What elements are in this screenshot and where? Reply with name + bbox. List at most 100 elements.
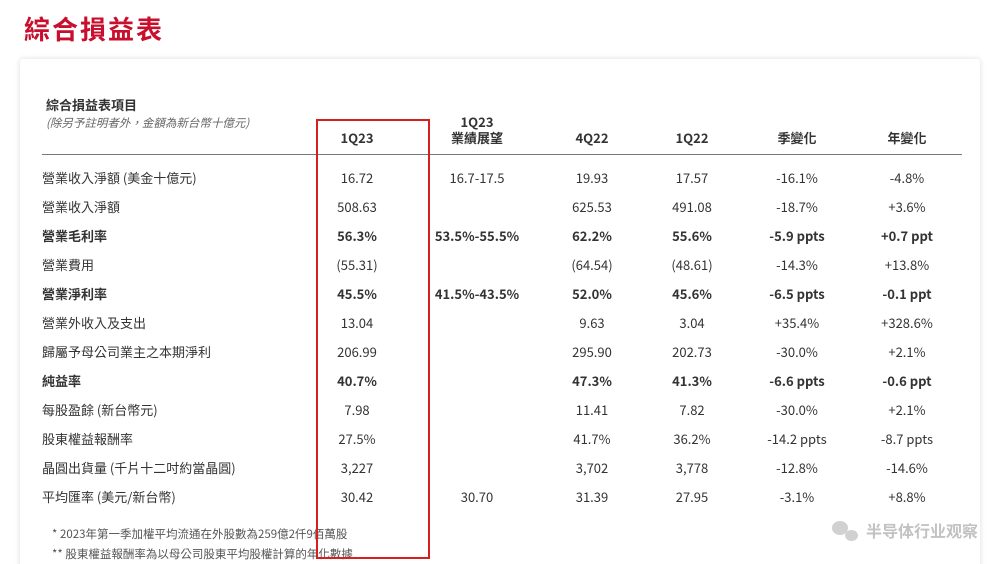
table-row: 營業淨利率45.5%41.5%-43.5%52.0%45.6%-6.5 ppts… — [42, 279, 962, 308]
table-row: 晶圓出貨量 (千片十二吋約當晶圓)3,227 3,7023,778-12.8%-1… — [42, 453, 962, 482]
col-header-items: 綜合損益表項目 (除另予註明者外，金額為新台幣十億元) — [42, 75, 302, 155]
row-cell: 41.5%-43.5% — [412, 279, 542, 308]
page-root: 綜合損益表 綜合損益表項目 (除另予註明者外，金額為新台幣十億元) 1Q23 1… — [0, 0, 1000, 564]
row-label: 每股盈餘 (新台幣元) — [42, 395, 302, 424]
row-label: 晶圓出貨量 (千片十二吋約當晶圓) — [42, 453, 302, 482]
row-cell: 3,702 — [542, 453, 642, 482]
col-header-qoq: 季變化 — [742, 75, 852, 155]
table-card: 綜合損益表項目 (除另予註明者外，金額為新台幣十億元) 1Q23 1Q23 業績… — [20, 59, 980, 564]
table-row: 股東權益報酬率27.5% 41.7%36.2%-14.2 ppts-8.7 ppt… — [42, 424, 962, 453]
col-header-1q22: 1Q22 — [642, 75, 742, 155]
row-label: 營業收入淨額 (美金十億元) — [42, 163, 302, 192]
row-cell — [412, 395, 542, 424]
row-cell: 17.57 — [642, 163, 742, 192]
row-cell: -0.1 ppt — [852, 279, 962, 308]
row-cell: 52.0% — [542, 279, 642, 308]
row-cell: 7.82 — [642, 395, 742, 424]
row-cell: -14.6% — [852, 453, 962, 482]
income-statement-table: 綜合損益表項目 (除另予註明者外，金額為新台幣十億元) 1Q23 1Q23 業績… — [42, 75, 962, 511]
row-cell: 16.7-17.5 — [412, 163, 542, 192]
row-cell: 36.2% — [642, 424, 742, 453]
row-cell: +13.8% — [852, 250, 962, 279]
row-label: 股東權益報酬率 — [42, 424, 302, 453]
row-cell: -6.6 ppts — [742, 366, 852, 395]
row-cell: 491.08 — [642, 192, 742, 221]
table-row: 平均匯率 (美元/新台幣)30.4230.7031.3927.95-3.1%+8… — [42, 482, 962, 511]
row-label: 營業毛利率 — [42, 221, 302, 250]
table-row: 營業外收入及支出13.04 9.633.04+35.4%+328.6% — [42, 308, 962, 337]
row-cell: -4.8% — [852, 163, 962, 192]
row-cell: 9.63 — [542, 308, 642, 337]
row-cell: (48.61) — [642, 250, 742, 279]
row-cell: (64.54) — [542, 250, 642, 279]
row-cell: -3.1% — [742, 482, 852, 511]
row-cell: 16.72 — [302, 163, 412, 192]
table-row: 營業費用(55.31) (64.54)(48.61)-14.3%+13.8% — [42, 250, 962, 279]
footnotes: * 2023年第一季加權平均流通在外股數為259億2仟9佰萬股 ** 股東權益報… — [42, 525, 958, 564]
row-cell: 53.5%-55.5% — [412, 221, 542, 250]
col-header-yoy: 年變化 — [852, 75, 962, 155]
row-cell: -8.7 ppts — [852, 424, 962, 453]
row-cell: 56.3% — [302, 221, 412, 250]
table-row: 營業毛利率56.3%53.5%-55.5%62.2%55.6%-5.9 ppts… — [42, 221, 962, 250]
row-cell: 55.6% — [642, 221, 742, 250]
row-label: 營業外收入及支出 — [42, 308, 302, 337]
row-cell: (55.31) — [302, 250, 412, 279]
row-cell: +35.4% — [742, 308, 852, 337]
col-header-1q23-outlook: 1Q23 業績展望 — [412, 75, 542, 155]
row-cell: 295.90 — [542, 337, 642, 366]
row-cell — [412, 337, 542, 366]
row-cell: -30.0% — [742, 337, 852, 366]
row-cell: 7.98 — [302, 395, 412, 424]
row-cell: -5.9 ppts — [742, 221, 852, 250]
row-cell: 31.39 — [542, 482, 642, 511]
page-title: 綜合損益表 — [24, 10, 980, 47]
table-row: 歸屬予母公司業主之本期淨利206.99295.90202.73-30.0%+2.… — [42, 337, 962, 366]
row-cell: -0.6 ppt — [852, 366, 962, 395]
col-header-items-sub: (除另予註明者外，金額為新台幣十億元) — [46, 116, 298, 130]
row-cell: +2.1% — [852, 337, 962, 366]
row-cell: 40.7% — [302, 366, 412, 395]
row-cell: 206.99 — [302, 337, 412, 366]
row-cell: 3.04 — [642, 308, 742, 337]
row-cell — [412, 366, 542, 395]
row-cell: -18.7% — [742, 192, 852, 221]
row-cell: 45.6% — [642, 279, 742, 308]
row-cell: 508.63 — [302, 192, 412, 221]
row-cell — [412, 308, 542, 337]
row-cell: -30.0% — [742, 395, 852, 424]
row-cell: 27.5% — [302, 424, 412, 453]
row-label: 營業費用 — [42, 250, 302, 279]
row-cell: -12.8% — [742, 453, 852, 482]
row-cell — [412, 424, 542, 453]
table-row: 營業收入淨額508.63 625.53491.08-18.7%+3.6% — [42, 192, 962, 221]
row-label: 營業收入淨額 — [42, 192, 302, 221]
row-cell: 3,227 — [302, 453, 412, 482]
row-cell: +0.7 ppt — [852, 221, 962, 250]
row-cell: +2.1% — [852, 395, 962, 424]
row-cell: +8.8% — [852, 482, 962, 511]
row-cell: 625.53 — [542, 192, 642, 221]
row-cell: -14.2 ppts — [742, 424, 852, 453]
row-cell: 41.3% — [642, 366, 742, 395]
footnote-1: * 2023年第一季加權平均流通在外股數為259億2仟9佰萬股 — [52, 525, 958, 545]
row-cell: 62.2% — [542, 221, 642, 250]
row-cell: -16.1% — [742, 163, 852, 192]
row-cell: 30.42 — [302, 482, 412, 511]
row-cell: 41.7% — [542, 424, 642, 453]
col-header-1q23: 1Q23 — [302, 75, 412, 155]
table-header-row: 綜合損益表項目 (除另予註明者外，金額為新台幣十億元) 1Q23 1Q23 業績… — [42, 75, 962, 155]
row-cell: 13.04 — [302, 308, 412, 337]
row-cell — [412, 453, 542, 482]
row-cell: +3.6% — [852, 192, 962, 221]
col-header-4q22: 4Q22 — [542, 75, 642, 155]
row-cell: 3,778 — [642, 453, 742, 482]
table-row: 每股盈餘 (新台幣元)7.9811.417.82-30.0%+2.1% — [42, 395, 962, 424]
col-header-items-title: 綜合損益表項目 — [46, 95, 137, 114]
row-cell: +328.6% — [852, 308, 962, 337]
row-cell: 30.70 — [412, 482, 542, 511]
row-cell: -14.3% — [742, 250, 852, 279]
row-label: 平均匯率 (美元/新台幣) — [42, 482, 302, 511]
table-row: 營業收入淨額 (美金十億元)16.7216.7-17.519.9317.57-1… — [42, 163, 962, 192]
row-label: 歸屬予母公司業主之本期淨利 — [42, 337, 302, 366]
